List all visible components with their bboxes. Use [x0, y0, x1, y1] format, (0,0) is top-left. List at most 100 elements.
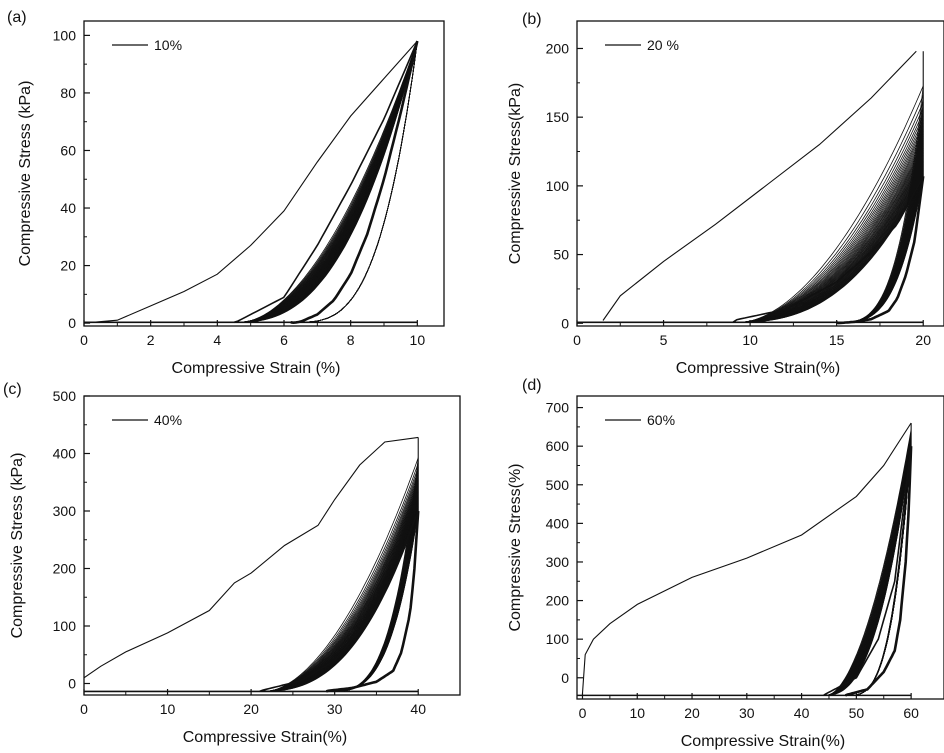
- cycle-loading-curve: [234, 41, 418, 323]
- first-loading-curve: [602, 50, 917, 321]
- curves: [577, 422, 913, 697]
- cycle-unloading-curve: [326, 510, 419, 692]
- cycle-loading-curve: [238, 40, 418, 323]
- cycle-loading-curve: [262, 491, 419, 692]
- panel-d: (d)0 10 20 30 40 50 600100200300400500600700Co…: [507, 377, 944, 750]
- x-tick-label: 5: [660, 332, 668, 348]
- cycle-loading-curve: [236, 40, 418, 323]
- cycle-loading-curve: [234, 41, 418, 323]
- plot-frame: [576, 395, 944, 700]
- y-tick-label: 500: [546, 477, 570, 493]
- legend: 60%: [605, 412, 675, 428]
- y-tick-label: 50: [553, 247, 569, 263]
- cycle-loading-curve: [234, 40, 418, 323]
- cycle-loading-curve: [236, 40, 418, 323]
- legend: 20 %: [605, 37, 679, 53]
- y-axis: 0 20 40 60 80 100: [53, 27, 90, 331]
- x-tick-label: 0: [573, 332, 581, 348]
- cycle-loading-curve: [236, 40, 418, 323]
- cycle-loading-curve: [235, 40, 418, 323]
- cycle-loading-curve: [235, 40, 418, 323]
- panel-c: (c)0 10 20 30 400100200300400500Compressive …: [3, 381, 461, 746]
- cycle-loading-curve: [235, 40, 418, 323]
- legend-label: 60%: [647, 412, 675, 428]
- x-axis: 0 10 20 30 40: [80, 689, 426, 717]
- cycle-loading-curve: [234, 40, 418, 323]
- x-tick-label: 6: [280, 332, 288, 348]
- curves: [84, 436, 420, 693]
- cycle-loading-curve: [238, 40, 418, 323]
- y-tick-label: 80: [60, 85, 76, 101]
- cycle-loading-curve: [236, 40, 418, 323]
- x-tick-label: 40: [794, 705, 810, 721]
- panel-letter: (a): [7, 9, 27, 26]
- x-tick-label: 50: [849, 705, 865, 721]
- cycle-loading-curve: [263, 484, 419, 692]
- legend-label: 40%: [154, 412, 182, 428]
- x-tick-label: 20: [684, 705, 700, 721]
- cycle-loading-curve: [239, 40, 418, 323]
- late-loading-envelope: [732, 175, 924, 323]
- x-axis-title: Compressive Strain(%): [676, 360, 840, 377]
- cycle-loading-curve: [238, 40, 418, 323]
- plot-frame: [576, 20, 944, 327]
- y-axis-title: Compressive Stress (kPa): [17, 81, 34, 267]
- x-tick-label: 10: [160, 701, 176, 717]
- x-axis-title: Compressive Strain(%): [681, 733, 845, 750]
- curves: [84, 40, 419, 325]
- cycle-loading-curve: [739, 102, 924, 323]
- cycle-unloading-curve: [845, 429, 912, 696]
- x-tick-label: 8: [347, 332, 355, 348]
- cycle-loading-curve: [235, 40, 418, 323]
- cycle-unloading-curve: [845, 446, 912, 696]
- cycle-loading-curve: [234, 40, 418, 323]
- cycle-loading-curve: [239, 40, 418, 323]
- cycle-loading-curve: [238, 40, 418, 323]
- y-axis-title: Compressive Stress(%): [507, 463, 524, 631]
- cycle-loading-curve: [259, 510, 419, 692]
- x-tick-label: 4: [213, 332, 221, 348]
- panel-letter: (d): [522, 377, 542, 394]
- y-tick-label: 0: [561, 670, 569, 686]
- y-tick-label: 200: [546, 593, 570, 609]
- cycle-unloading-curve: [845, 436, 912, 696]
- y-tick-label: 400: [53, 446, 77, 462]
- x-tick-label: 10: [410, 332, 426, 348]
- x-axis-title: Compressive Strain (%): [172, 360, 341, 377]
- x-tick-label: 0: [579, 705, 587, 721]
- legend: 10%: [112, 37, 182, 53]
- cycle-unloading-curve: [845, 433, 912, 696]
- cycle-loading-curve: [240, 40, 418, 323]
- cycle-loading-curve: [823, 446, 912, 696]
- y-axis-title: Compressive Stress(kPa): [507, 83, 524, 264]
- cycle-loading-curve: [235, 40, 418, 323]
- y-tick-label: 0: [68, 676, 76, 692]
- y-tick-label: 100: [546, 178, 570, 194]
- cycle-loading-curve: [261, 497, 419, 692]
- first-loading-curve: [84, 436, 419, 679]
- cycle-loading-curve: [263, 485, 419, 692]
- cycle-unloading-curve: [845, 434, 912, 696]
- cycle-loading-curve: [237, 40, 418, 323]
- y-tick-label: 200: [53, 561, 77, 577]
- cycle-loading-curve: [240, 40, 418, 323]
- cycle-loading-curve: [234, 40, 418, 323]
- unloading-envelope: [836, 176, 925, 325]
- legend-label: 10%: [154, 37, 182, 53]
- cycle-loading-curve: [261, 501, 419, 692]
- unloading-envelope: [290, 40, 419, 325]
- cycle-loading-curve: [241, 40, 418, 323]
- cycle-loading-curve: [260, 501, 419, 692]
- x-axis: 0 10 20 30 40 50 60: [579, 693, 919, 721]
- cycle-loading-curve: [237, 40, 418, 323]
- cycle-loading-curve: [262, 489, 419, 692]
- cycle-unloading-curve: [290, 41, 418, 323]
- cycle-unloading-curve: [845, 431, 912, 696]
- curves: [577, 50, 925, 325]
- x-tick-label: 20: [243, 701, 259, 717]
- x-tick-label: 0: [80, 332, 88, 348]
- x-tick-label: 2: [147, 332, 155, 348]
- x-tick-label: 15: [829, 332, 845, 348]
- y-tick-label: 100: [53, 27, 77, 43]
- cycle-loading-curve: [237, 40, 418, 323]
